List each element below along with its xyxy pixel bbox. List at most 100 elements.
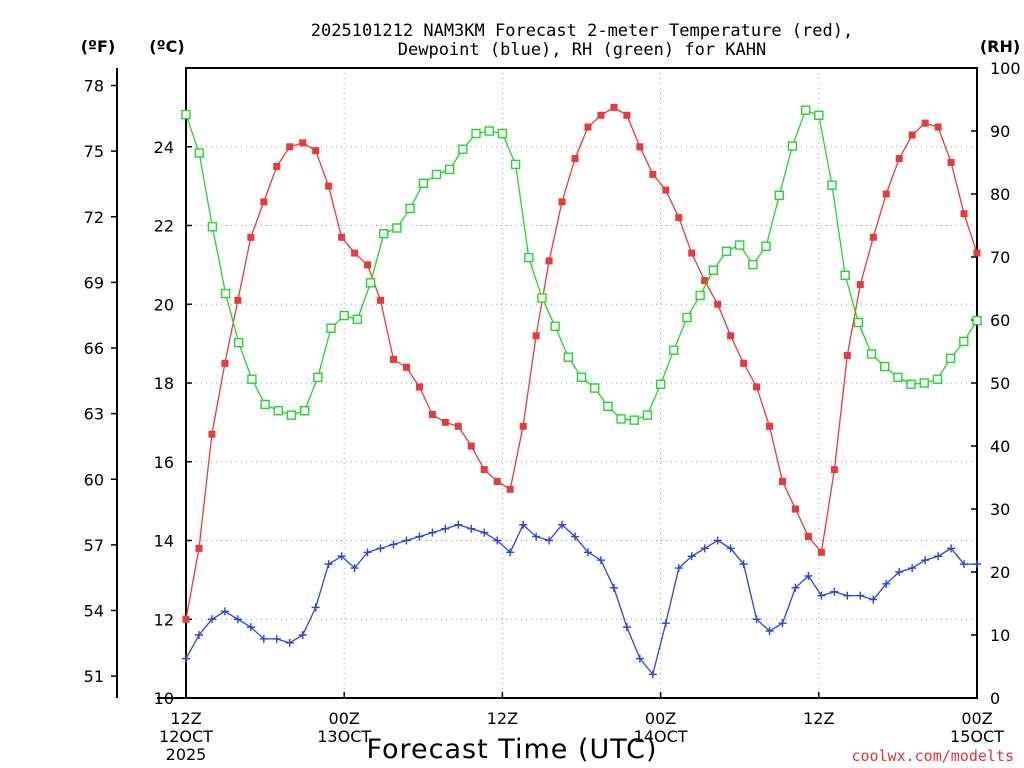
temperature-point [260,198,268,206]
dewpoint-point [545,536,554,545]
temperature-point [182,615,190,623]
dewpoint-point [674,564,683,573]
temperature-point [610,103,618,111]
fahrenheit-tick-label: 51 [84,667,104,686]
rh-point [589,383,600,393]
dewpoint-point [687,552,696,561]
celsius-tick-label: 22 [154,217,174,236]
dewpoint-point [609,583,618,592]
dewpoint-point [376,544,385,553]
dewpoint-point [960,560,969,569]
dewpoint-point [246,623,255,632]
dewpoint-point [506,548,515,557]
rh-point [352,314,363,325]
rh-point [787,141,798,151]
celsius-tick-label: 16 [154,453,174,472]
dewpoint-point [259,634,268,643]
dewpoint-point [363,548,372,557]
rh-point [299,406,310,416]
rh-tick-label: 60 [990,311,1010,330]
temperature-point [701,277,709,285]
dewpoint-point [272,634,281,643]
fahrenheit-tick-label: 66 [84,339,104,358]
rh-point [735,240,745,250]
dewpoint-point [454,520,463,529]
temperature-point [273,162,281,170]
rh-point [972,315,982,326]
celsius-tick-label: 10 [154,689,174,708]
x-tick-label: 15OCT [950,727,1004,746]
dewpoint-point [480,528,489,537]
temperature-point [908,131,916,139]
rh-point [655,379,666,389]
celsius-tick-label: 24 [154,138,174,157]
temperature-point [662,186,670,194]
rh-tick-label: 10 [990,626,1010,645]
dewpoint-point [285,638,294,647]
rh-point [642,410,653,420]
dewpoint-point [415,532,424,541]
fahrenheit-tick-label: 72 [84,208,104,227]
temperature-point [973,249,981,257]
temperature-point [882,190,890,198]
dewpoint-point [207,615,216,624]
temperature-point [714,300,722,308]
dewpoint-point [856,591,865,600]
rh-point [919,378,929,388]
temperature-point [389,355,397,363]
rh-tick-label: 100 [990,59,1021,78]
dewpoint-point [298,631,307,639]
temperature-point [947,159,955,166]
rh-point [840,270,850,280]
celsius-unit-label: (ºC) [149,37,184,56]
temperature-point [791,505,799,513]
x-axis-label: Forecast Time (UTC) [366,734,657,765]
dewpoint-point [519,520,528,529]
x-tick-label: 2025 [166,745,207,764]
rh-point [247,374,257,384]
temperature-point [195,544,203,552]
temperature-point [338,233,346,241]
celsius-tick-label: 20 [154,295,174,314]
temperature-point [856,281,864,289]
axes: 51 54 57 60 63 66 69 72 75 78 10 12 14 16 18 20 22 24 0 10 2… [84,59,1021,708]
temperature-point [688,249,696,257]
temperature-point [221,359,229,367]
dewpoint-point [973,560,981,569]
dewpoint-point [182,654,190,663]
x-tick-label: 00Z [961,709,992,728]
dewpoint-point [804,571,813,580]
dewpoint-point [713,536,722,545]
rh-point [339,310,349,321]
chart-title: 2025101212 NAM3KM Forecast 2-meter Tempe… [311,21,853,60]
rh-point [563,352,574,362]
dewpoint-point [467,524,476,533]
rh-tick-label: 0 [990,689,1000,708]
rh-point [260,399,270,410]
temperature-point [740,359,748,367]
dewpoint-point [596,556,605,565]
rh-point [194,148,204,158]
dewpoint-point [233,615,242,624]
temperature-point [804,533,812,541]
temperature-point [299,139,307,147]
chart-title-line-1: 2025101212 NAM3KM Forecast 2-meter Tempe… [311,21,853,41]
celsius-tick-label: 14 [154,532,174,551]
temperature-point [415,383,423,391]
dewpoint-point [739,560,748,569]
rh-point [326,323,336,333]
dewpoint-point [778,619,787,628]
rh-point [616,414,626,424]
rh-point [497,128,508,139]
rh-tick-label: 80 [990,185,1010,204]
dewpoint-point [830,587,839,596]
rh-unit-label: (RH) [980,37,1020,56]
fahrenheit-tick-label: 78 [84,77,104,96]
x-tick-label: 12Z [803,709,834,728]
rh-point [774,190,784,200]
dewpoint-point [583,548,592,557]
dewpoint-series [182,520,981,679]
temperature-point [727,332,735,340]
temperature-point [312,147,320,155]
